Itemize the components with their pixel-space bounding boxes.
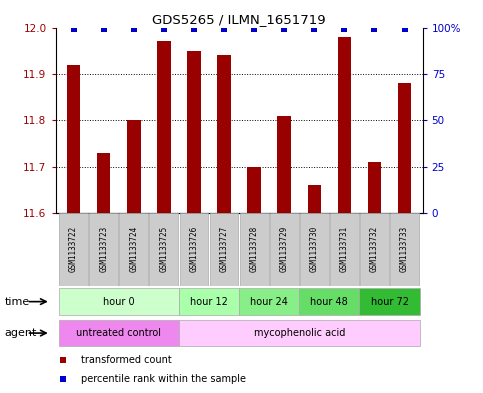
Text: GSM1133728: GSM1133728 <box>250 226 258 272</box>
Text: transformed count: transformed count <box>81 354 172 365</box>
Text: GSM1133725: GSM1133725 <box>159 226 169 272</box>
Bar <box>89 213 118 286</box>
Bar <box>359 288 420 315</box>
Bar <box>58 320 179 346</box>
Bar <box>398 83 412 213</box>
Bar <box>210 213 239 286</box>
Text: GSM1133732: GSM1133732 <box>370 226 379 272</box>
Bar <box>179 320 420 346</box>
Text: GSM1133729: GSM1133729 <box>280 226 289 272</box>
Text: GSM1133723: GSM1133723 <box>99 226 108 272</box>
Text: hour 12: hour 12 <box>190 297 228 307</box>
Bar <box>308 185 321 213</box>
Bar <box>247 167 261 213</box>
Text: GDS5265 / ILMN_1651719: GDS5265 / ILMN_1651719 <box>152 13 326 26</box>
Bar <box>179 288 239 315</box>
Text: hour 48: hour 48 <box>311 297 348 307</box>
Text: untreated control: untreated control <box>76 328 161 338</box>
Text: time: time <box>5 297 30 307</box>
Text: GSM1133731: GSM1133731 <box>340 226 349 272</box>
Bar <box>270 213 298 286</box>
Bar <box>67 64 80 213</box>
Bar <box>330 213 359 286</box>
Bar <box>277 116 291 213</box>
Text: GSM1133726: GSM1133726 <box>189 226 199 272</box>
Bar <box>217 55 231 213</box>
Bar <box>360 213 389 286</box>
Text: mycophenolic acid: mycophenolic acid <box>254 328 345 338</box>
Bar <box>239 288 299 315</box>
Bar <box>338 37 351 213</box>
Bar <box>97 153 111 213</box>
Bar <box>390 213 419 286</box>
Bar <box>300 213 329 286</box>
Text: GSM1133727: GSM1133727 <box>220 226 228 272</box>
Bar <box>157 41 170 213</box>
Bar <box>58 288 179 315</box>
Text: hour 72: hour 72 <box>370 297 409 307</box>
Text: GSM1133724: GSM1133724 <box>129 226 138 272</box>
Text: GSM1133733: GSM1133733 <box>400 226 409 272</box>
Text: GSM1133722: GSM1133722 <box>69 226 78 272</box>
Bar <box>149 213 178 286</box>
Text: hour 24: hour 24 <box>250 297 288 307</box>
Text: agent: agent <box>5 328 37 338</box>
Text: percentile rank within the sample: percentile rank within the sample <box>81 374 246 384</box>
Text: hour 0: hour 0 <box>103 297 135 307</box>
Bar <box>119 213 148 286</box>
Bar <box>127 120 141 213</box>
Bar <box>368 162 381 213</box>
Bar <box>187 51 201 213</box>
Bar <box>240 213 269 286</box>
Text: GSM1133730: GSM1133730 <box>310 226 319 272</box>
Bar <box>180 213 208 286</box>
Bar <box>59 213 88 286</box>
Bar <box>299 288 359 315</box>
